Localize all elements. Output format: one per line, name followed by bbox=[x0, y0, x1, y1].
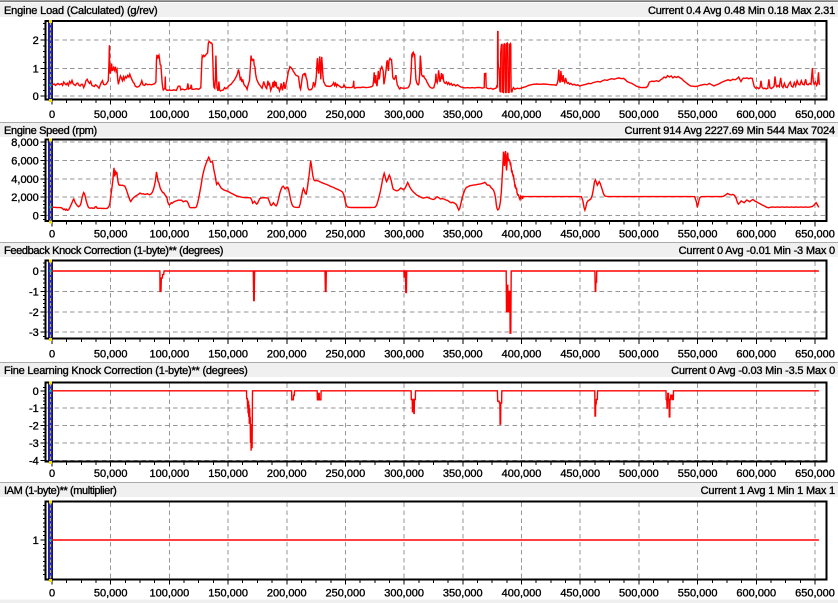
svg-text:0: 0 bbox=[49, 109, 55, 121]
svg-text:650,000: 650,000 bbox=[795, 109, 835, 121]
svg-text:300,000: 300,000 bbox=[384, 468, 424, 480]
svg-text:400,000: 400,000 bbox=[502, 588, 542, 600]
svg-text:650,000: 650,000 bbox=[795, 468, 835, 480]
svg-text:150,000: 150,000 bbox=[208, 588, 248, 600]
svg-text:250,000: 250,000 bbox=[326, 348, 366, 360]
svg-text:2,000: 2,000 bbox=[11, 192, 39, 204]
svg-text:50,000: 50,000 bbox=[94, 229, 128, 241]
svg-text:550,000: 550,000 bbox=[678, 109, 718, 121]
svg-text:600,000: 600,000 bbox=[736, 588, 776, 600]
svg-text:250,000: 250,000 bbox=[326, 468, 366, 480]
svg-text:4,000: 4,000 bbox=[11, 174, 39, 186]
svg-text:400,000: 400,000 bbox=[502, 468, 542, 480]
svg-text:Current 1 Avg 1 Min 1 Max 1: Current 1 Avg 1 Min 1 Max 1 bbox=[701, 485, 835, 497]
svg-text:0: 0 bbox=[49, 348, 55, 360]
svg-text:350,000: 350,000 bbox=[443, 468, 483, 480]
svg-text:500,000: 500,000 bbox=[619, 468, 659, 480]
svg-text:-1: -1 bbox=[29, 403, 39, 415]
svg-text:6,000: 6,000 bbox=[11, 155, 39, 167]
svg-text:100,000: 100,000 bbox=[150, 348, 190, 360]
svg-text:-3: -3 bbox=[29, 438, 39, 450]
svg-text:250,000: 250,000 bbox=[326, 588, 366, 600]
svg-text:450,000: 450,000 bbox=[560, 348, 600, 360]
svg-text:300,000: 300,000 bbox=[384, 348, 424, 360]
svg-text:0: 0 bbox=[49, 588, 55, 600]
svg-text:600,000: 600,000 bbox=[736, 348, 776, 360]
svg-text:50,000: 50,000 bbox=[94, 468, 128, 480]
svg-text:500,000: 500,000 bbox=[619, 109, 659, 121]
svg-text:300,000: 300,000 bbox=[384, 109, 424, 121]
svg-text:650,000: 650,000 bbox=[795, 348, 835, 360]
svg-text:Current 0.4 Avg 0.48 Min 0.18: Current 0.4 Avg 0.48 Min 0.18 Max 2.31 bbox=[648, 5, 835, 17]
svg-text:550,000: 550,000 bbox=[678, 229, 718, 241]
svg-text:300,000: 300,000 bbox=[384, 229, 424, 241]
svg-text:2: 2 bbox=[33, 35, 39, 47]
svg-text:50,000: 50,000 bbox=[94, 588, 128, 600]
svg-text:0: 0 bbox=[49, 468, 55, 480]
svg-text:600,000: 600,000 bbox=[736, 229, 776, 241]
svg-text:150,000: 150,000 bbox=[208, 109, 248, 121]
svg-text:300,000: 300,000 bbox=[384, 588, 424, 600]
svg-text:1: 1 bbox=[33, 535, 39, 547]
svg-text:650,000: 650,000 bbox=[795, 588, 835, 600]
svg-text:-3: -3 bbox=[29, 327, 39, 339]
svg-text:150,000: 150,000 bbox=[208, 348, 248, 360]
svg-text:550,000: 550,000 bbox=[678, 588, 718, 600]
svg-text:200,000: 200,000 bbox=[267, 109, 307, 121]
svg-text:200,000: 200,000 bbox=[267, 348, 307, 360]
svg-text:500,000: 500,000 bbox=[619, 229, 659, 241]
svg-text:500,000: 500,000 bbox=[619, 348, 659, 360]
svg-text:1: 1 bbox=[33, 63, 39, 75]
svg-text:350,000: 350,000 bbox=[443, 588, 483, 600]
svg-text:550,000: 550,000 bbox=[678, 468, 718, 480]
svg-text:-2: -2 bbox=[29, 421, 39, 433]
svg-text:200,000: 200,000 bbox=[267, 588, 307, 600]
svg-text:500,000: 500,000 bbox=[619, 588, 659, 600]
svg-text:250,000: 250,000 bbox=[326, 229, 366, 241]
svg-text:8,000: 8,000 bbox=[11, 137, 39, 149]
svg-text:350,000: 350,000 bbox=[443, 109, 483, 121]
svg-text:350,000: 350,000 bbox=[443, 348, 483, 360]
svg-text:600,000: 600,000 bbox=[736, 468, 776, 480]
svg-text:200,000: 200,000 bbox=[267, 468, 307, 480]
svg-text:100,000: 100,000 bbox=[150, 229, 190, 241]
svg-text:-2: -2 bbox=[29, 307, 39, 319]
svg-text:-4: -4 bbox=[29, 455, 39, 467]
svg-text:150,000: 150,000 bbox=[208, 229, 248, 241]
svg-text:150,000: 150,000 bbox=[208, 468, 248, 480]
svg-text:Fine Learning Knock Correction: Fine Learning Knock Correction (1-byte)*… bbox=[4, 365, 248, 377]
svg-text:IAM (1-byte)** (multiplier): IAM (1-byte)** (multiplier) bbox=[4, 485, 116, 497]
svg-text:0: 0 bbox=[33, 266, 39, 278]
svg-text:0: 0 bbox=[33, 211, 39, 223]
svg-text:100,000: 100,000 bbox=[150, 468, 190, 480]
svg-text:50,000: 50,000 bbox=[94, 348, 128, 360]
svg-text:0: 0 bbox=[33, 91, 39, 103]
svg-text:Feedback Knock Correction (1-b: Feedback Knock Correction (1-byte)** (de… bbox=[4, 245, 223, 257]
svg-text:450,000: 450,000 bbox=[560, 588, 600, 600]
svg-text:0: 0 bbox=[33, 386, 39, 398]
svg-text:400,000: 400,000 bbox=[502, 348, 542, 360]
svg-text:450,000: 450,000 bbox=[560, 109, 600, 121]
svg-text:0: 0 bbox=[49, 229, 55, 241]
svg-text:Engine Load (Calculated) (g/re: Engine Load (Calculated) (g/rev) bbox=[4, 5, 158, 17]
svg-text:550,000: 550,000 bbox=[678, 348, 718, 360]
svg-text:Current 914 Avg 2227.69 Min 54: Current 914 Avg 2227.69 Min 544 Max 7024 bbox=[625, 125, 835, 137]
svg-text:450,000: 450,000 bbox=[560, 468, 600, 480]
svg-text:Current 0 Avg -0.01 Min -3 Max: Current 0 Avg -0.01 Min -3 Max 0 bbox=[679, 245, 835, 257]
svg-text:-1: -1 bbox=[29, 286, 39, 298]
svg-text:Current 0 Avg -0.03 Min -3.5 M: Current 0 Avg -0.03 Min -3.5 Max 0 bbox=[671, 365, 835, 377]
svg-text:250,000: 250,000 bbox=[326, 109, 366, 121]
svg-text:50,000: 50,000 bbox=[94, 109, 128, 121]
svg-text:200,000: 200,000 bbox=[267, 229, 307, 241]
svg-text:400,000: 400,000 bbox=[502, 229, 542, 241]
svg-text:100,000: 100,000 bbox=[150, 588, 190, 600]
svg-text:650,000: 650,000 bbox=[795, 229, 835, 241]
svg-text:400,000: 400,000 bbox=[502, 109, 542, 121]
svg-text:350,000: 350,000 bbox=[443, 229, 483, 241]
svg-text:450,000: 450,000 bbox=[560, 229, 600, 241]
svg-text:100,000: 100,000 bbox=[150, 109, 190, 121]
svg-text:Engine Speed (rpm): Engine Speed (rpm) bbox=[4, 125, 97, 137]
svg-text:600,000: 600,000 bbox=[736, 109, 776, 121]
